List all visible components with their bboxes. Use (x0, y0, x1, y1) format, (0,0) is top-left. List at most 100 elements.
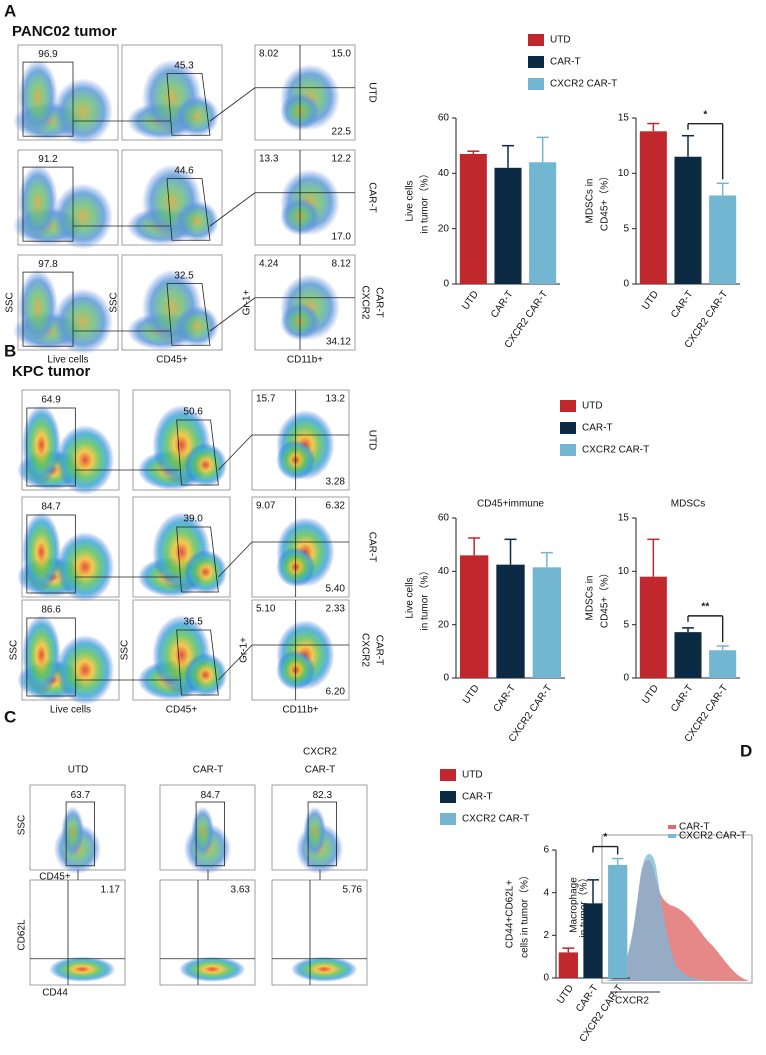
density (303, 806, 327, 858)
gate (176, 526, 219, 593)
gate (65, 801, 95, 867)
y-axis-label: in tumor（%） (419, 565, 431, 630)
x-tick-label: CAR-T (669, 683, 696, 714)
significance-label: * (603, 832, 607, 843)
legend-swatch (528, 34, 544, 46)
bar (709, 195, 737, 284)
legend-swatch (668, 834, 676, 838)
error-bar (611, 857, 624, 865)
plot-frame (254, 254, 356, 351)
gate-value: 45.3 (174, 61, 194, 72)
panel-label: D (740, 741, 752, 760)
legend-label: UTD (550, 35, 571, 46)
density (18, 59, 58, 136)
y-tick-label: 60 (438, 513, 450, 524)
gate (166, 73, 211, 136)
x-tick-label: CAR-T (669, 289, 696, 320)
y-tick-label: 40 (438, 168, 450, 179)
bar (639, 131, 667, 284)
quadrant-value: 3.63 (231, 885, 251, 896)
y-tick-label: 15 (618, 113, 630, 124)
gate (195, 801, 226, 867)
y-tick-label: 10 (618, 168, 630, 179)
axis-label: CD11b+ (282, 705, 318, 716)
row-label: UTD (366, 82, 377, 103)
row-label: UTD (366, 430, 377, 451)
gate (307, 801, 338, 867)
plot-frame (254, 44, 356, 141)
y-tick-label: 40 (438, 566, 450, 577)
connector (218, 644, 253, 681)
legend-swatch (560, 400, 576, 412)
axis-label: CD44 (42, 988, 68, 999)
legend-swatch (668, 825, 676, 829)
error-bar (716, 182, 729, 196)
legend-swatch (528, 56, 544, 68)
legend-label: CXCR2 CAR-T (582, 445, 649, 456)
quadrant-value: 6.20 (326, 687, 346, 698)
axis-label: SSC (109, 292, 120, 313)
axis-label: Live cells (47, 355, 88, 366)
gate (22, 271, 74, 347)
y-tick-label: 60 (438, 113, 450, 124)
y-axis-label: CD45+（%） (599, 568, 611, 628)
legend-label: CAR-T (679, 822, 710, 833)
x-tick-label: UTD (461, 683, 482, 706)
row-label: CXCR2 (359, 633, 370, 667)
gate-value: 64.9 (41, 395, 61, 406)
significance-label: * (703, 109, 707, 120)
error-bar (682, 134, 694, 157)
density (18, 269, 58, 346)
legend-label: CXCR2 CAR-T (679, 831, 746, 842)
y-tick-label: 0 (623, 279, 629, 290)
gate (166, 178, 211, 241)
quadrant-value: 1.17 (101, 885, 121, 896)
significance-label: ** (701, 602, 709, 613)
error-bar (647, 538, 660, 577)
gate (176, 419, 219, 486)
bar (496, 564, 525, 678)
x-tick-label: CAR-T (489, 289, 516, 320)
y-axis-label: cells in tumor（%） (519, 870, 531, 958)
axis-label: Gr-1+ (239, 637, 250, 663)
plot-frame (159, 879, 256, 986)
quadrant-value: 17.0 (332, 232, 352, 243)
quadrant-value: 9.07 (256, 501, 276, 512)
y-tick-label: 2 (543, 930, 549, 941)
quadrant-value: 15.7 (256, 394, 276, 405)
axis-label: CD11b+ (287, 355, 323, 366)
gate-value: 50.6 (183, 407, 203, 418)
bar (674, 632, 702, 678)
density (55, 635, 115, 705)
legend-label: CXCR2 CAR-T (462, 814, 529, 825)
error-bar (682, 627, 694, 633)
density (175, 305, 219, 348)
y-tick-label: 10 (618, 566, 630, 577)
gate-value: 39.0 (183, 514, 203, 525)
density (179, 956, 246, 982)
legend-swatch (528, 78, 544, 90)
y-tick-label: 0 (623, 673, 629, 684)
row-label: CAR-T (373, 635, 384, 666)
gate-value: 36.5 (183, 617, 203, 628)
density (175, 200, 219, 243)
gate (26, 407, 76, 487)
y-axis-label: Live cells (405, 577, 416, 618)
y-tick-label: 5 (623, 619, 629, 630)
axis-label: Live cells (50, 705, 91, 716)
histogram (589, 834, 753, 993)
axis-label: SSC (17, 815, 28, 836)
panel-title: KPC tumor (12, 363, 90, 380)
quadrant-value: 5.40 (326, 584, 346, 595)
quadrant-value: 12.2 (332, 154, 352, 165)
plot-frame (121, 149, 223, 246)
bar (459, 555, 489, 678)
bar (532, 567, 562, 678)
error-bar (502, 144, 514, 168)
density (61, 806, 85, 858)
y-tick-label: 6 (543, 845, 549, 856)
gate-value: 97.8 (38, 259, 58, 270)
quadrant-value: 13.2 (326, 394, 346, 405)
bar (674, 156, 702, 284)
